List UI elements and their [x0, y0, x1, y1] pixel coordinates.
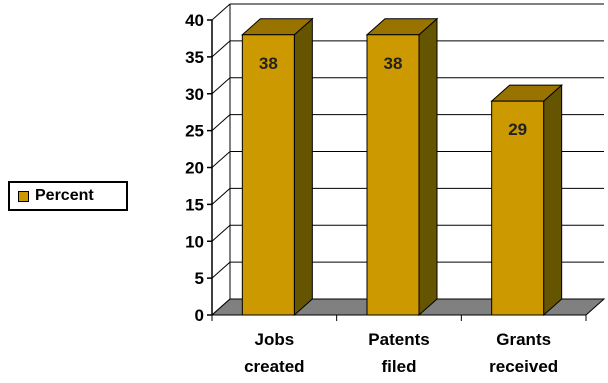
- gridline-side: [211, 77, 231, 95]
- y-tick-label: 40: [185, 11, 204, 30]
- bar-side: [418, 17, 438, 317]
- gridline-side: [211, 188, 231, 205]
- bar-front: [491, 100, 545, 316]
- bar-front: [241, 34, 295, 316]
- x-tick-label: Jobs: [254, 330, 294, 349]
- x-tick-label: filed: [382, 357, 417, 376]
- gridline-side: [211, 151, 231, 168]
- gridline-side: [211, 40, 231, 58]
- y-axis: 0 5 10 15 20 25 30 35 40: [185, 11, 587, 325]
- x-tick-label: Grants: [496, 330, 551, 349]
- y-tick-label: 5: [195, 269, 204, 288]
- y-tick-label: 15: [185, 195, 204, 214]
- legend-label: Percent: [35, 187, 94, 204]
- gridline-side: [211, 261, 231, 279]
- legend-swatch: [18, 190, 29, 202]
- bar-side: [543, 84, 563, 317]
- gridline-side: [211, 114, 231, 131]
- data-label: 29: [508, 120, 527, 139]
- y-tick-label: 30: [185, 85, 204, 104]
- bar: 38: [365, 17, 439, 317]
- y-tick-label: 0: [195, 306, 204, 325]
- legend: Percent: [8, 181, 128, 211]
- data-label: 38: [384, 54, 403, 73]
- gridline-side: [211, 3, 231, 21]
- y-tick-label: 20: [185, 159, 204, 178]
- data-label: 38: [259, 54, 278, 73]
- y-tick-label: 25: [185, 122, 204, 141]
- y-tick-label: 10: [185, 232, 204, 251]
- x-tick-label: received: [489, 357, 558, 376]
- gridline-side: [211, 224, 231, 242]
- bar: 38: [241, 17, 314, 317]
- category-labels: Jobs created Patents filed Grants received: [244, 330, 558, 376]
- bar-side: [293, 17, 313, 317]
- x-tick-label: created: [244, 357, 304, 376]
- bar-front: [366, 34, 420, 316]
- x-tick-label: Patents: [368, 330, 429, 349]
- y-tick-label: 35: [185, 48, 204, 67]
- bar: 29: [490, 84, 563, 317]
- bars: 38 38 29: [241, 17, 563, 317]
